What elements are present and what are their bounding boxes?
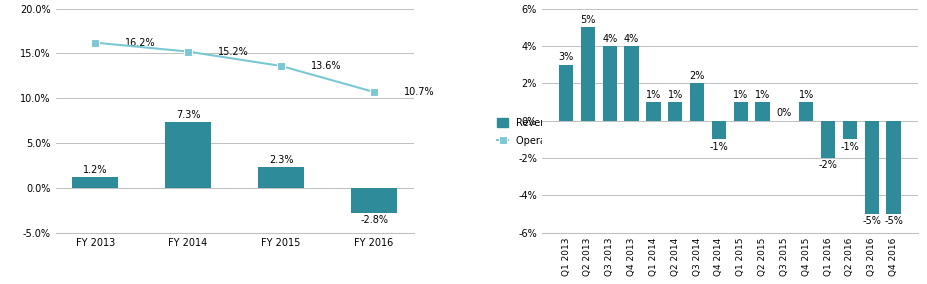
Legend: Revenue Growth, Operating Margin: Revenue Growth, Operating Margin [493, 114, 605, 150]
Bar [165, 122, 211, 188]
Text: 10.7%: 10.7% [404, 87, 435, 97]
Bar [350, 188, 398, 213]
Text: 1%: 1% [733, 90, 748, 100]
Bar [756, 102, 769, 121]
Text: 1%: 1% [667, 90, 683, 100]
Text: 13.6%: 13.6% [311, 61, 341, 71]
Bar [733, 102, 748, 121]
Bar [603, 46, 616, 121]
Bar [72, 177, 119, 188]
Bar [799, 102, 813, 121]
Text: 15.2%: 15.2% [218, 47, 248, 57]
Bar [581, 27, 595, 121]
Bar [886, 121, 901, 214]
Text: -5%: -5% [862, 216, 882, 226]
Bar [843, 121, 857, 139]
Bar [712, 121, 726, 139]
Bar [646, 102, 661, 121]
Text: 4%: 4% [624, 34, 640, 44]
Bar [258, 167, 304, 188]
Text: 1%: 1% [755, 90, 770, 100]
Text: 7.3%: 7.3% [176, 110, 200, 120]
Text: 2%: 2% [690, 71, 705, 81]
Text: 4%: 4% [603, 34, 617, 44]
Bar [821, 121, 835, 158]
Text: -1%: -1% [709, 142, 729, 152]
Bar [668, 102, 682, 121]
Text: -2.8%: -2.8% [360, 215, 388, 225]
Bar [865, 121, 879, 214]
Text: 1%: 1% [798, 90, 814, 100]
Bar [625, 46, 639, 121]
Text: 3%: 3% [558, 52, 574, 62]
Text: 0%: 0% [777, 108, 792, 118]
Bar [559, 64, 573, 121]
Text: 16.2%: 16.2% [125, 37, 156, 48]
Text: 2.3%: 2.3% [269, 155, 293, 165]
Bar [690, 83, 705, 121]
Text: 1%: 1% [646, 90, 661, 100]
Text: -2%: -2% [819, 160, 837, 170]
Text: 5%: 5% [580, 15, 596, 25]
Text: -1%: -1% [841, 142, 859, 152]
Text: 1.2%: 1.2% [83, 165, 108, 175]
Text: -5%: -5% [884, 216, 903, 226]
